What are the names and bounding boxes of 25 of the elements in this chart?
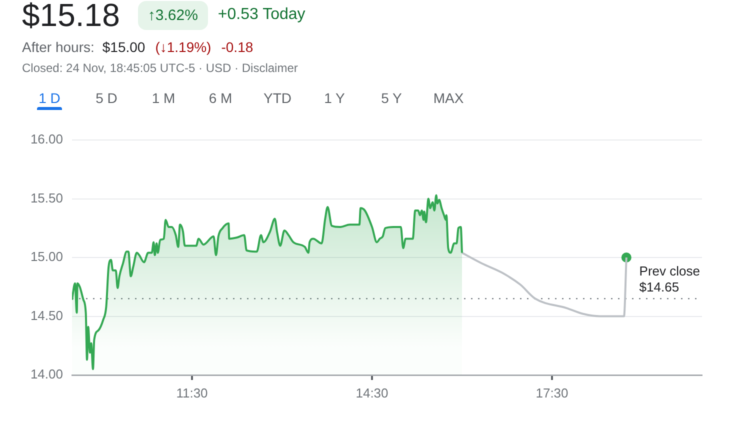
text: 6 M: [208, 89, 234, 108]
text: 5 Y: [380, 89, 403, 108]
text: +0.53 Today: [218, 6, 306, 24]
x-tick-label: 14:30: [356, 385, 388, 400]
text: 1 Y: [323, 89, 346, 108]
text: $15.00: [102, 39, 146, 55]
y-tick-label: 14.00: [30, 366, 63, 382]
text: 1 M: [150, 89, 176, 108]
text: (↓1.19%): [155, 39, 212, 55]
text: After hours:: [22, 39, 94, 55]
text: MAX: [432, 89, 465, 108]
y-tick-label: 15.50: [30, 190, 63, 206]
text: 5 D: [94, 89, 118, 108]
y-tick-label: 16.00: [30, 132, 63, 147]
y-tick-label: 15.00: [30, 249, 63, 264]
text: YTD: [262, 89, 292, 108]
text: 1 D: [38, 89, 62, 108]
chart-subtitle: Closed: 24 Nov, 18:45:05 UTC-5 · USD · Disclaimer: [22, 60, 298, 76]
y-tick-label: 14.50: [30, 308, 63, 323]
ref-line-label: Prev close $14.65: [639, 264, 700, 295]
text: -0.18: [221, 39, 254, 55]
x-tick-label: 11:30: [176, 385, 208, 400]
text: ↑3.62%: [138, 0, 208, 30]
chart-title: $15.18: [22, 0, 120, 33]
x-tick-label: 17:30: [536, 385, 568, 400]
